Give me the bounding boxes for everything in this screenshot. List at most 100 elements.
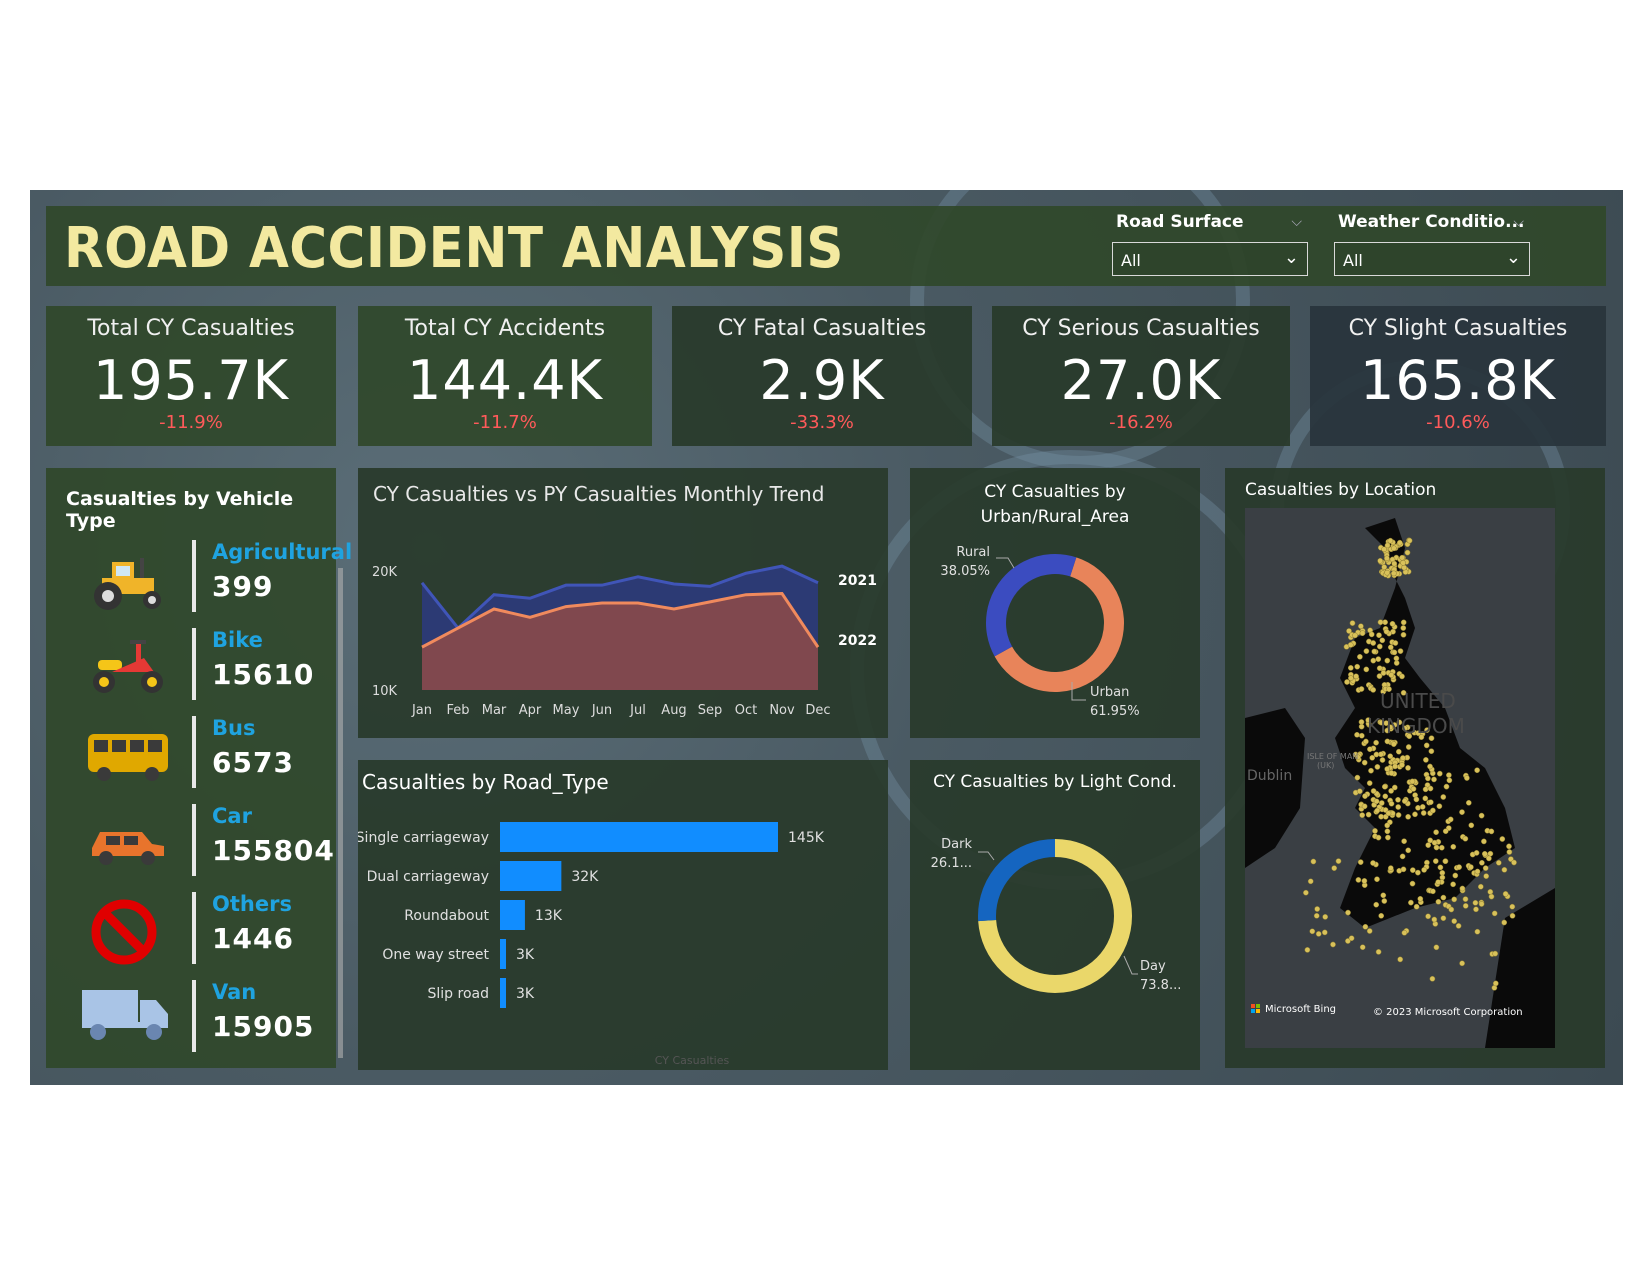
location-point <box>1401 838 1407 845</box>
kpi-card-total-accidents[interactable]: Total CY Accidents 144.4K -11.7% <box>358 306 652 446</box>
kpi-card-total-casualties[interactable]: Total CY Casualties 195.7K -11.9% <box>46 306 336 446</box>
map-label: Dublin <box>1247 768 1292 784</box>
location-point <box>1368 631 1375 638</box>
x-tick-label: Oct <box>735 703 757 718</box>
bar <box>500 900 525 930</box>
location-point <box>1450 881 1456 888</box>
location-point <box>1361 759 1368 766</box>
location-point <box>1468 864 1474 870</box>
location-point <box>1491 910 1498 917</box>
vehicle-row-car[interactable]: Car 155804 <box>46 804 336 892</box>
vehicle-row-bus[interactable]: Bus 6573 <box>46 716 336 804</box>
location-point <box>1391 560 1398 567</box>
location-point <box>1353 673 1359 680</box>
location-point <box>1427 837 1434 844</box>
trend-chart[interactable]: 10K 20K Jan Feb Mar Apr May Jun Jul Aug Sep Oct Nov D… <box>358 468 888 738</box>
location-point <box>1412 811 1418 818</box>
location-point <box>1462 835 1469 842</box>
kpi-value: 27.0K <box>1060 349 1222 412</box>
kpi-delta: -11.9% <box>159 412 223 433</box>
road-type-bar-chart[interactable]: Single carriageway 145K Dual carriageway 32… <box>358 760 888 1070</box>
vehicle-name: Agricultural <box>212 540 353 564</box>
divider <box>192 540 196 612</box>
location-point <box>1442 858 1449 865</box>
location-point <box>1499 836 1506 842</box>
location-point <box>1400 619 1407 626</box>
urban-rural-donut[interactable]: Rural 38.05% Urban 61.95% <box>910 468 1200 738</box>
chevron-down-icon[interactable]: ⌄ <box>1505 247 1521 268</box>
vehicle-name: Van <box>212 980 257 1004</box>
location-point <box>1370 788 1377 794</box>
kpi-card-serious-casualties[interactable]: CY Serious Casualties 27.0K -16.2% <box>992 306 1290 446</box>
uk-map[interactable]: UNITED KINGDOM Dublin ISLE OF MAN (UK) M… <box>1245 508 1555 1048</box>
vehicle-value: 6573 <box>212 746 294 779</box>
location-point <box>1395 804 1402 810</box>
location-point <box>1405 813 1411 820</box>
location-point <box>1400 755 1406 761</box>
location-point <box>1391 784 1398 791</box>
road-surface-dropdown[interactable]: All ⌄ <box>1112 242 1308 276</box>
vehicle-value: 15610 <box>212 658 315 691</box>
chevron-down-icon[interactable]: ⌄ <box>1283 247 1299 268</box>
light-condition-donut[interactable]: Dark 26.1... Day 73.8... <box>910 760 1200 1070</box>
location-point <box>1405 765 1411 771</box>
location-point <box>1358 732 1365 739</box>
location-point <box>1369 754 1376 761</box>
location-point <box>1357 653 1363 660</box>
location-point <box>1366 928 1373 934</box>
location-point <box>1400 560 1406 566</box>
location-point <box>1307 878 1314 885</box>
location-point <box>1420 810 1427 816</box>
location-point <box>1390 545 1397 552</box>
microsoft-logo-icon <box>1251 1004 1255 1008</box>
location-point <box>1437 864 1444 871</box>
microsoft-logo-icon <box>1256 1009 1260 1013</box>
kpi-value: 195.7K <box>92 349 289 412</box>
leader-line <box>1071 682 1086 701</box>
location-point <box>1432 858 1439 864</box>
series-label-2021: 2021 <box>838 573 877 589</box>
location-point <box>1391 649 1398 656</box>
scrollbar[interactable] <box>338 568 343 1058</box>
location-point <box>1474 868 1481 875</box>
location-point <box>1315 931 1322 937</box>
location-point <box>1450 843 1457 850</box>
location-point <box>1428 748 1435 755</box>
location-point <box>1380 670 1387 676</box>
location-point <box>1388 788 1394 794</box>
weather-condition-dropdown[interactable]: All ⌄ <box>1334 242 1530 276</box>
location-point <box>1418 734 1425 740</box>
location-point <box>1473 850 1480 856</box>
vehicle-row-bike[interactable]: Bike 15610 <box>46 628 336 716</box>
location-point <box>1304 947 1311 953</box>
vehicle-row-agricultural[interactable]: Agricultural 399 <box>46 540 352 628</box>
location-point <box>1345 909 1351 916</box>
chevron-down-icon[interactable]: ⌵ <box>1291 214 1302 230</box>
x-tick-label: Jun <box>591 703 612 718</box>
weather-condition-slicer[interactable]: Weather Conditio... ⌵ All ⌄ <box>1334 212 1530 276</box>
location-point <box>1425 775 1431 782</box>
road-surface-slicer[interactable]: Road Surface ⌵ All ⌄ <box>1112 212 1308 276</box>
kpi-card-slight-casualties[interactable]: CY Slight Casualties 165.8K -10.6% <box>1310 306 1606 446</box>
location-point <box>1348 935 1355 942</box>
location-point <box>1378 800 1385 806</box>
location-point <box>1376 673 1383 679</box>
chevron-down-icon[interactable]: ⌵ <box>1513 214 1524 230</box>
vehicle-value: 1446 <box>212 922 294 955</box>
location-point <box>1459 960 1465 967</box>
location-point <box>1384 738 1391 745</box>
chart-title: Casualties by Location <box>1245 480 1437 500</box>
location-point <box>1430 807 1436 814</box>
location-point <box>1362 923 1369 930</box>
location-point <box>1474 767 1480 774</box>
vehicle-row-others[interactable]: Others 1446 <box>46 892 336 980</box>
location-point <box>1387 537 1394 544</box>
kpi-title: CY Slight Casualties <box>1348 316 1568 341</box>
location-point <box>1446 777 1453 784</box>
kpi-card-fatal-casualties[interactable]: CY Fatal Casualties 2.9K -33.3% <box>672 306 972 446</box>
location-point <box>1435 898 1442 905</box>
accident-points <box>1303 537 1517 991</box>
road-type-panel: Casualties by Road_Type Single carriagew… <box>358 760 888 1070</box>
vehicle-row-van[interactable]: Van 15905 <box>46 980 336 1068</box>
location-point <box>1393 655 1400 662</box>
